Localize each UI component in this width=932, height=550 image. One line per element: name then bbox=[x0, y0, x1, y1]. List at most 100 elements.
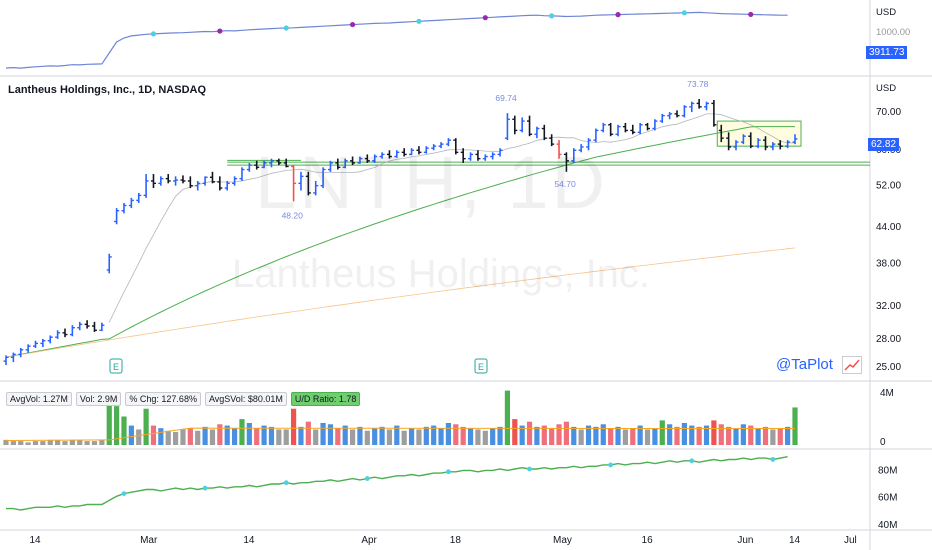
price-bar bbox=[549, 134, 555, 147]
ma-10-line bbox=[108, 113, 796, 323]
volume-bar bbox=[644, 429, 651, 445]
price-bar bbox=[622, 122, 628, 133]
volume-bar bbox=[733, 428, 739, 445]
price-bar bbox=[150, 174, 156, 189]
volume-bar bbox=[585, 425, 592, 445]
stat-avgsvol: AvgSVol: $80.01M bbox=[204, 392, 287, 406]
index-line bbox=[5, 11, 788, 69]
volume-bar bbox=[91, 441, 98, 445]
index-high-dot bbox=[416, 18, 422, 24]
volume-bar bbox=[276, 429, 282, 445]
volume-bar bbox=[423, 426, 429, 445]
volume-bar bbox=[128, 425, 134, 445]
earnings-marker-label: E bbox=[478, 362, 484, 372]
rs-high-dot bbox=[202, 485, 208, 491]
volume-bar bbox=[40, 441, 46, 445]
price-bar bbox=[674, 110, 680, 118]
volume-bar bbox=[667, 424, 673, 445]
top-axis-tick: 1000.00 bbox=[876, 27, 911, 38]
volume-bar bbox=[630, 428, 636, 445]
price-bar bbox=[357, 156, 363, 164]
price-bar bbox=[320, 167, 326, 189]
volume-bar bbox=[379, 426, 385, 445]
volume-bar bbox=[563, 421, 570, 445]
index-high-dot bbox=[150, 31, 157, 37]
brand-label: @TaPlot bbox=[776, 356, 833, 373]
volume-bar bbox=[718, 424, 724, 445]
price-bar bbox=[55, 330, 61, 339]
price-bar bbox=[527, 115, 533, 137]
volume-bar bbox=[231, 428, 238, 445]
price-axis-currency: USD bbox=[876, 83, 897, 94]
price-bar bbox=[608, 122, 614, 137]
price-bar bbox=[77, 321, 83, 331]
stat-vol: Vol: 2.9M bbox=[75, 392, 122, 406]
price-bar bbox=[313, 180, 319, 196]
x-axis-label: May bbox=[553, 535, 572, 546]
price-bar bbox=[379, 152, 385, 159]
price-bar bbox=[32, 340, 38, 348]
volume-bar bbox=[711, 420, 717, 445]
volume-bar bbox=[615, 426, 621, 445]
volume-bar bbox=[335, 428, 341, 445]
price-annotation: 69.74 bbox=[495, 93, 517, 103]
price-bar bbox=[202, 176, 208, 186]
volume-bar bbox=[762, 426, 769, 445]
index-high-dot bbox=[681, 10, 687, 16]
volume-bar bbox=[3, 439, 9, 445]
rs-axis-tick: 80M bbox=[878, 465, 897, 476]
volume-bar bbox=[637, 425, 643, 445]
price-bar bbox=[143, 174, 149, 198]
volume-bar bbox=[556, 424, 562, 445]
volume-bar bbox=[622, 429, 629, 445]
price-bar bbox=[121, 202, 127, 214]
price-bar bbox=[475, 150, 481, 161]
price-bar bbox=[409, 148, 415, 156]
rs-high-dot bbox=[770, 457, 776, 462]
price-bar bbox=[541, 124, 547, 141]
x-axis-label: 14 bbox=[243, 535, 255, 546]
last-price-tag: 62.82 bbox=[868, 138, 900, 151]
price-bar bbox=[217, 176, 223, 191]
price-annotation: 48.20 bbox=[282, 210, 304, 220]
volume-bar bbox=[652, 428, 658, 445]
price-bar bbox=[645, 122, 651, 131]
x-axis-label: Apr bbox=[361, 535, 377, 546]
price-bar bbox=[748, 132, 754, 149]
volume-bar bbox=[785, 426, 791, 445]
volume-bar bbox=[674, 426, 680, 445]
volume-bar bbox=[578, 429, 584, 445]
price-bar bbox=[586, 138, 592, 151]
price-axis-tick: 52.00 bbox=[876, 181, 901, 192]
price-bar bbox=[416, 146, 422, 155]
index-high-dot bbox=[615, 12, 621, 18]
price-bar bbox=[777, 140, 783, 150]
price-axis-tick: 44.00 bbox=[876, 222, 901, 233]
volume-bar bbox=[475, 429, 481, 445]
price-bar bbox=[195, 180, 201, 191]
price-bar bbox=[667, 112, 673, 120]
price-bar bbox=[335, 158, 341, 170]
price-bar bbox=[261, 160, 267, 169]
price-bar bbox=[556, 140, 562, 159]
index-high-dot bbox=[283, 25, 289, 31]
price-bar bbox=[40, 338, 46, 348]
volume-bar bbox=[209, 429, 216, 445]
volume-bar bbox=[283, 429, 289, 445]
volume-bar bbox=[180, 429, 186, 445]
price-annotation: 54.70 bbox=[554, 179, 576, 189]
price-bar bbox=[165, 174, 171, 184]
volume-bar bbox=[593, 426, 599, 445]
index-high-dot bbox=[549, 13, 555, 19]
volume-bar bbox=[290, 408, 297, 445]
volume-bar bbox=[740, 424, 746, 445]
volume-bar bbox=[453, 424, 459, 445]
rs-high-dot bbox=[608, 462, 614, 468]
price-bar bbox=[453, 138, 459, 155]
volume-bar bbox=[121, 416, 127, 445]
volume-bar bbox=[10, 441, 16, 445]
volume-bar bbox=[224, 425, 230, 445]
ma-200-line bbox=[5, 247, 796, 358]
volume-bar bbox=[187, 428, 193, 445]
price-bar bbox=[394, 150, 400, 158]
